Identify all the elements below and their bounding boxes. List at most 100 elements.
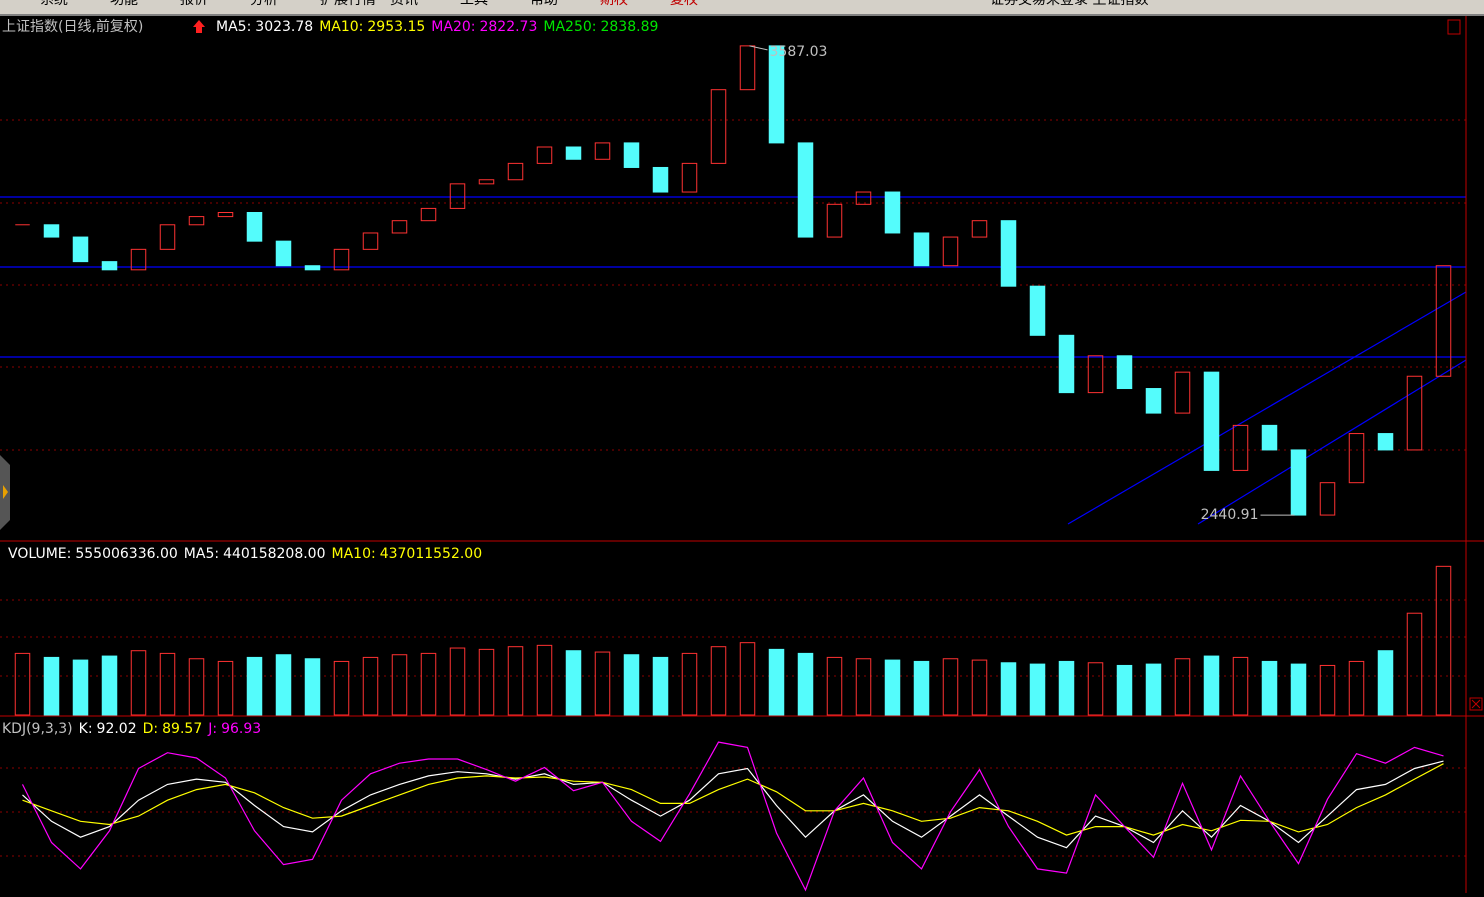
kdj-line bbox=[21, 741, 1444, 892]
toolbar-items: 系统 功能 报价 分析 扩展行情 资讯 工具 帮助 期权 复权 bbox=[40, 0, 698, 8]
menu-item[interactable]: 资讯 bbox=[390, 0, 418, 8]
volume-bar bbox=[1435, 565, 1452, 716]
candle-body bbox=[420, 207, 437, 222]
menu-item[interactable]: 扩展行情 bbox=[320, 0, 376, 8]
menu-item[interactable]: 系统 bbox=[40, 0, 68, 8]
window-box[interactable] bbox=[1447, 19, 1461, 35]
volume-bar bbox=[710, 646, 727, 716]
volume-bar bbox=[884, 659, 901, 716]
volume-bar bbox=[594, 651, 611, 716]
volume-bar bbox=[797, 652, 814, 716]
volume-bar bbox=[1232, 656, 1249, 716]
candle-body bbox=[1000, 220, 1017, 287]
candle-body bbox=[884, 191, 901, 234]
candle-body bbox=[1319, 482, 1336, 516]
candle-body bbox=[536, 146, 553, 164]
candle-body bbox=[101, 261, 118, 271]
candle-body bbox=[449, 183, 466, 209]
volume-bar bbox=[1406, 612, 1423, 716]
legend-name: K: bbox=[79, 721, 93, 737]
legend: KDJ(9,3,3) K: 92.02 D: 89.57 J: 96.93 bbox=[2, 721, 261, 737]
side-tab-arrow bbox=[3, 485, 8, 499]
candle-body bbox=[942, 236, 959, 267]
volume-bar bbox=[246, 656, 263, 716]
candle-body bbox=[739, 45, 756, 91]
candle-body bbox=[362, 232, 379, 250]
channel-line bbox=[1067, 291, 1467, 525]
candle-body bbox=[275, 240, 292, 267]
candle-body bbox=[1232, 424, 1249, 471]
candle-body bbox=[1203, 371, 1220, 471]
menu-item[interactable]: 复权 bbox=[670, 0, 698, 8]
volume-bar bbox=[391, 654, 408, 716]
candle-body bbox=[1290, 449, 1307, 516]
panel-title: KDJ(9,3,3) bbox=[2, 721, 73, 737]
legend-value: 92.02 bbox=[97, 721, 137, 737]
status-text: 证券交易未登录 上证指数 bbox=[990, 0, 1148, 8]
candle-body bbox=[1058, 334, 1075, 394]
volume-bar bbox=[14, 652, 31, 716]
volume-bar bbox=[768, 648, 785, 716]
candle-body bbox=[333, 248, 350, 271]
volume-bar bbox=[1000, 662, 1017, 716]
legend-value: 437011552.00 bbox=[380, 546, 482, 562]
volume-bar bbox=[304, 658, 321, 716]
menu-item[interactable]: 功能 bbox=[110, 0, 138, 8]
candle-body bbox=[565, 146, 582, 160]
legend-value: 89.57 bbox=[162, 721, 202, 737]
volume-bar bbox=[101, 655, 118, 716]
volume-bar bbox=[217, 660, 234, 716]
candle-body bbox=[246, 212, 263, 242]
candle-body bbox=[768, 45, 785, 144]
volume-bar bbox=[1203, 655, 1220, 716]
candle-body bbox=[1261, 424, 1278, 451]
volume-bar bbox=[1261, 660, 1278, 716]
menu-item[interactable]: 期权 bbox=[600, 0, 628, 8]
volume-bar bbox=[420, 652, 437, 716]
volume-bar bbox=[188, 658, 205, 716]
volume-bar bbox=[1116, 664, 1133, 716]
annotation-pointer bbox=[749, 45, 768, 51]
close-icon bbox=[1471, 699, 1481, 709]
legend-name: MA10: bbox=[319, 19, 363, 35]
volume-bar bbox=[565, 650, 582, 716]
legend-name: MA10: bbox=[332, 546, 376, 562]
legend-value: 2822.73 bbox=[479, 19, 537, 35]
close-box[interactable] bbox=[1469, 697, 1483, 711]
volume-bar bbox=[1319, 664, 1336, 716]
candle-body bbox=[1174, 371, 1191, 414]
legend-value: 440158208.00 bbox=[223, 546, 325, 562]
candle-body bbox=[1116, 355, 1133, 390]
volume-bar bbox=[1029, 663, 1046, 716]
candle-body bbox=[1145, 388, 1162, 414]
volume-bar bbox=[1145, 663, 1162, 716]
volume-bar bbox=[43, 656, 60, 716]
legend-value: 96.93 bbox=[221, 721, 261, 737]
legend-name: D: bbox=[143, 721, 159, 737]
legend-name: J: bbox=[207, 721, 217, 737]
candle-body bbox=[1435, 265, 1452, 377]
legend-name: MA20: bbox=[431, 19, 475, 35]
candle-body bbox=[826, 203, 843, 238]
legend-name: MA5: bbox=[216, 19, 251, 35]
volume-bar bbox=[942, 658, 959, 716]
toolbar bbox=[0, 0, 1484, 14]
kdj-line bbox=[22, 760, 1444, 849]
candle-body bbox=[797, 142, 814, 238]
menu-item[interactable]: 报价 bbox=[180, 0, 208, 8]
volume-bar bbox=[1348, 660, 1365, 716]
candle-body bbox=[1406, 375, 1423, 451]
candle-body bbox=[72, 236, 89, 263]
legend: VOLUME: 555006336.00 MA5: 440158208.00 MA10:… bbox=[8, 546, 482, 562]
volume-bar bbox=[130, 650, 147, 716]
volume-bar bbox=[681, 652, 698, 716]
menu-item[interactable]: 工具 bbox=[460, 0, 488, 8]
menu-item[interactable]: 帮助 bbox=[530, 0, 558, 8]
legend-name: VOLUME: bbox=[8, 546, 71, 562]
candle-body bbox=[652, 166, 669, 193]
legend-value: 555006336.00 bbox=[75, 546, 177, 562]
volume-bar bbox=[855, 658, 872, 716]
menu-item[interactable]: 分析 bbox=[250, 0, 278, 8]
volume-bar bbox=[507, 646, 524, 716]
